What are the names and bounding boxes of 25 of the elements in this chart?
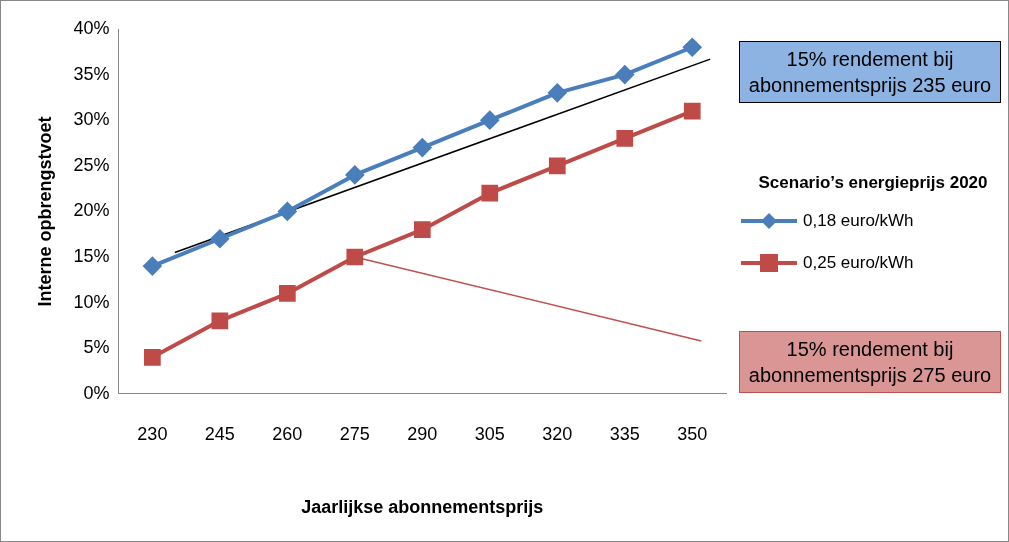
y-tick-label: 5% bbox=[83, 337, 110, 358]
y-tick-label: 0% bbox=[83, 382, 110, 403]
x-tick-label: 305 bbox=[474, 423, 505, 444]
legend-label: 0,18 euro/kWh bbox=[803, 211, 914, 231]
x-tick-label: 290 bbox=[407, 423, 438, 444]
x-tick-label: 230 bbox=[137, 423, 168, 444]
y-tick-label: 35% bbox=[73, 63, 110, 84]
y-tick-label: 15% bbox=[73, 245, 110, 266]
y-tick-label: 25% bbox=[73, 154, 110, 175]
x-tick-label: 335 bbox=[609, 423, 640, 444]
text: 15% rendement bij abonnementsprijs 235 euro bbox=[739, 41, 1001, 103]
legend-title: Scenario’s energieprijs 2020 bbox=[757, 172, 989, 194]
legend-label: 0,25 euro/kWh bbox=[803, 253, 914, 273]
y-axis-title: Interne opbrengstvoet bbox=[34, 116, 55, 307]
text: 15% rendement bij abonnementsprijs 275 euro bbox=[739, 331, 1001, 393]
x-axis-title: Jaarlijkse abonnementsprijs bbox=[301, 497, 544, 518]
x-tick-label: 275 bbox=[339, 423, 370, 444]
y-tick-label: 20% bbox=[73, 200, 110, 221]
y-tick-label: 10% bbox=[73, 291, 110, 312]
x-tick-label: 350 bbox=[677, 423, 708, 444]
x-tick-label: 260 bbox=[272, 423, 303, 444]
x-tick-label: 245 bbox=[204, 423, 235, 444]
y-tick-label: 40% bbox=[73, 17, 110, 38]
x-tick-label: 320 bbox=[542, 423, 573, 444]
y-tick-label: 30% bbox=[73, 109, 110, 130]
